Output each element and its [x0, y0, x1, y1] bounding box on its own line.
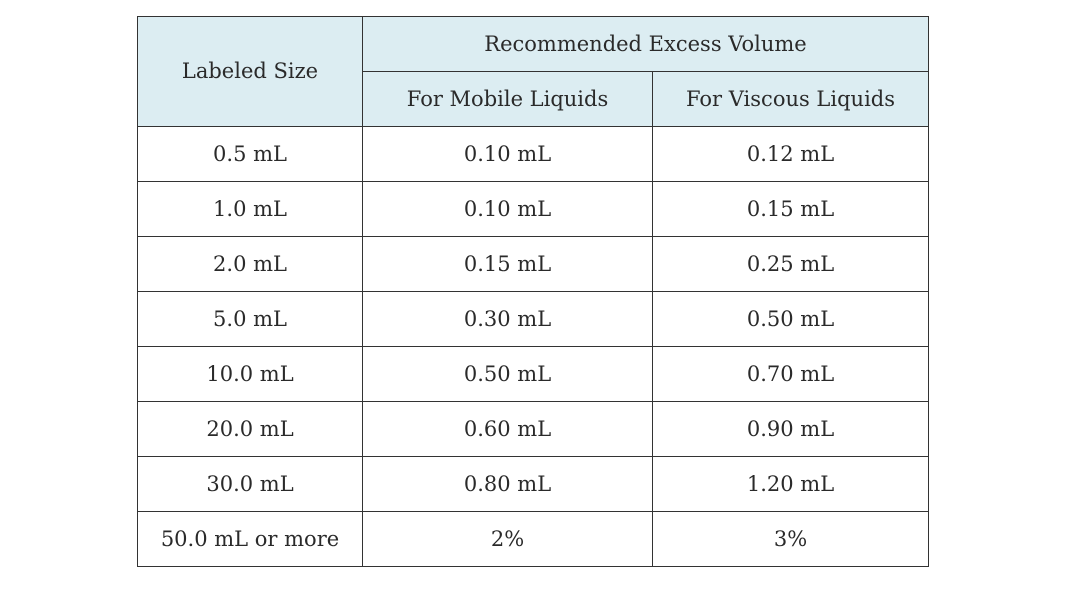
cell-viscous-liquids: 0.50 mL	[652, 291, 929, 347]
cell-mobile-liquids: 0.50 mL	[362, 346, 653, 402]
cell-labeled-size: 5.0 mL	[137, 291, 363, 347]
cell-viscous-liquids: 0.70 mL	[652, 346, 929, 402]
header-row-top: Labeled Size Recommended Excess Volume	[137, 16, 929, 127]
cell-mobile-liquids: 0.60 mL	[362, 401, 653, 457]
header-labeled-size: Labeled Size	[137, 16, 363, 127]
table-row: 20.0 mL 0.60 mL 0.90 mL	[137, 401, 929, 457]
table-row: 30.0 mL 0.80 mL 1.20 mL	[137, 456, 929, 512]
cell-viscous-liquids: 3%	[652, 511, 929, 567]
cell-labeled-size: 10.0 mL	[137, 346, 363, 402]
cell-mobile-liquids: 0.10 mL	[362, 126, 653, 182]
cell-labeled-size: 20.0 mL	[137, 401, 363, 457]
cell-mobile-liquids: 0.80 mL	[362, 456, 653, 512]
cell-viscous-liquids: 0.25 mL	[652, 236, 929, 292]
cell-mobile-liquids: 2%	[362, 511, 653, 567]
table-row: 1.0 mL 0.10 mL 0.15 mL	[137, 181, 929, 237]
cell-viscous-liquids: 1.20 mL	[652, 456, 929, 512]
table-row: 0.5 mL 0.10 mL 0.12 mL	[137, 126, 929, 182]
excess-volume-table: Labeled Size Recommended Excess Volume F…	[137, 16, 929, 567]
table-row: 50.0 mL or more 2% 3%	[137, 511, 929, 567]
cell-labeled-size: 30.0 mL	[137, 456, 363, 512]
cell-labeled-size: 50.0 mL or more	[137, 511, 363, 567]
cell-mobile-liquids: 0.15 mL	[362, 236, 653, 292]
cell-mobile-liquids: 0.30 mL	[362, 291, 653, 347]
cell-labeled-size: 1.0 mL	[137, 181, 363, 237]
cell-viscous-liquids: 0.90 mL	[652, 401, 929, 457]
header-mobile-liquids: For Mobile Liquids	[362, 71, 653, 127]
cell-labeled-size: 2.0 mL	[137, 236, 363, 292]
cell-viscous-liquids: 0.12 mL	[652, 126, 929, 182]
table-row: 2.0 mL 0.15 mL 0.25 mL	[137, 236, 929, 292]
header-viscous-liquids: For Viscous Liquids	[652, 71, 929, 127]
table-body: 0.5 mL 0.10 mL 0.12 mL 1.0 mL 0.10 mL 0.…	[137, 126, 929, 567]
table-header: Labeled Size Recommended Excess Volume F…	[137, 16, 929, 127]
cell-labeled-size: 0.5 mL	[137, 126, 363, 182]
table-row: 5.0 mL 0.30 mL 0.50 mL	[137, 291, 929, 347]
cell-viscous-liquids: 0.15 mL	[652, 181, 929, 237]
cell-mobile-liquids: 0.10 mL	[362, 181, 653, 237]
header-recommended-excess-volume: Recommended Excess Volume	[362, 16, 929, 72]
header-row-sub: For Mobile Liquids For Viscous Liquids	[138, 71, 929, 127]
table-row: 10.0 mL 0.50 mL 0.70 mL	[137, 346, 929, 402]
